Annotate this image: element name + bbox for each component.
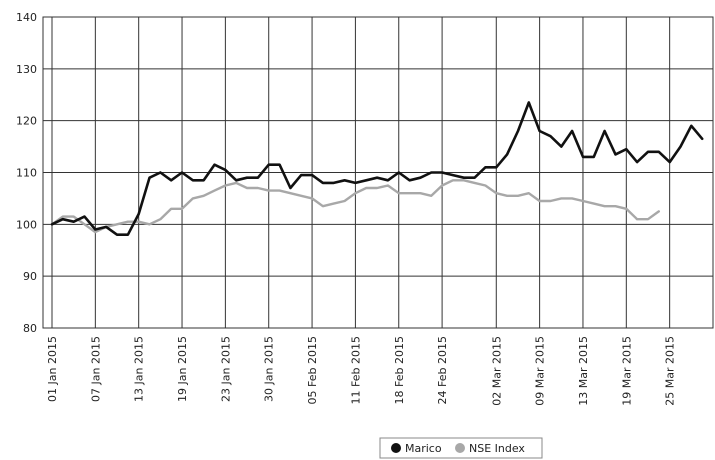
- y-tick-label: 110: [16, 167, 37, 180]
- x-tick-label: 07 Jan 2015: [89, 336, 102, 402]
- y-tick-label: 90: [23, 270, 37, 283]
- legend-label-marico: Marico: [405, 442, 442, 455]
- series-line-nse-index: [50, 179, 660, 234]
- x-tick-label: 13 Jan 2015: [133, 336, 146, 402]
- series-line-marico: [50, 101, 704, 236]
- x-tick-label: 05 Feb 2015: [306, 336, 319, 404]
- x-tick-label: 19 Mar 2015: [620, 336, 633, 406]
- x-tick-label: 13 Mar 2015: [577, 336, 590, 406]
- y-axis-tick-labels: 80 90 100 110 120 130 140: [16, 11, 37, 335]
- y-tick-label: 80: [23, 322, 37, 335]
- grid: [42, 16, 714, 329]
- x-tick-label: 09 Mar 2015: [534, 336, 547, 406]
- series-lines: [50, 101, 704, 236]
- x-axis-tick-labels: 01 Jan 2015 07 Jan 2015 13 Jan 2015 19 Jan …: [46, 336, 677, 406]
- y-tick-label: 130: [16, 63, 37, 76]
- legend-marker-nse-index: [455, 443, 465, 453]
- x-tick-label: 19 Jan 2015: [176, 336, 189, 402]
- x-tick-label: 25 Mar 2015: [664, 336, 677, 406]
- x-tick-label: 11 Feb 2015: [349, 336, 362, 404]
- x-tick-label: 24 Feb 2015: [436, 336, 449, 404]
- x-tick-label: 18 Feb 2015: [393, 336, 406, 404]
- legend-marker-marico: [391, 443, 401, 453]
- legend: Marico NSE Index: [379, 437, 543, 459]
- x-tick-label: 30 Jan 2015: [263, 336, 276, 402]
- y-tick-label: 120: [16, 115, 37, 128]
- x-tick-label: 01 Jan 2015: [46, 336, 59, 402]
- legend-label-nse-index: NSE Index: [469, 442, 525, 455]
- y-tick-label: 100: [16, 218, 37, 231]
- y-tick-label: 140: [16, 11, 37, 24]
- x-tick-label: 02 Mar 2015: [490, 336, 503, 406]
- x-tick-label: 23 Jan 2015: [219, 336, 232, 402]
